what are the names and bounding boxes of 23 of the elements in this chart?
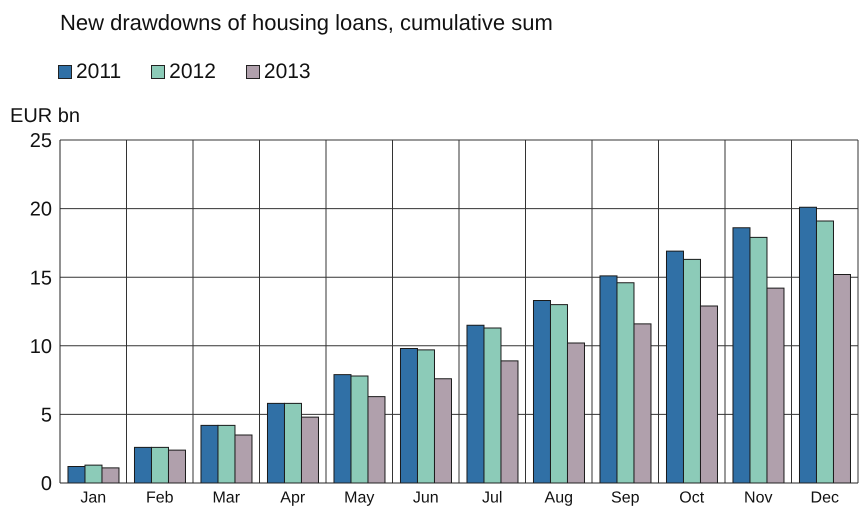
x-tick-label: Jan [80, 489, 106, 506]
y-tick-label: 15 [30, 267, 52, 290]
y-tick-label: 0 [40, 473, 52, 496]
x-tick-label: Jun [412, 489, 439, 506]
legend-label: 2011 [76, 60, 122, 84]
x-tick-label: Feb [146, 489, 174, 506]
legend-label: 2013 [264, 60, 311, 84]
x-tick-label: May [344, 489, 374, 506]
x-tick-label: Jul [482, 489, 502, 506]
y-tick-label: 20 [30, 198, 52, 221]
x-tick-label: Apr [280, 489, 306, 506]
legend-label: 2012 [169, 60, 216, 84]
x-tick-label: Sep [611, 489, 640, 506]
x-tick-label: Dec [810, 489, 839, 506]
y-tick-label: 5 [40, 404, 52, 426]
x-tick-label: Nov [744, 489, 772, 506]
chart-title: New drawdowns of housing loans, cumulative sum [60, 10, 553, 36]
y-axis-title: EUR bn [10, 105, 80, 128]
x-tick-label: Aug [544, 489, 573, 506]
x-tick-label: Oct [679, 489, 705, 506]
y-tick-label: 25 [30, 130, 52, 152]
y-tick-label: 10 [30, 336, 52, 358]
x-tick-label: Mar [212, 489, 241, 506]
